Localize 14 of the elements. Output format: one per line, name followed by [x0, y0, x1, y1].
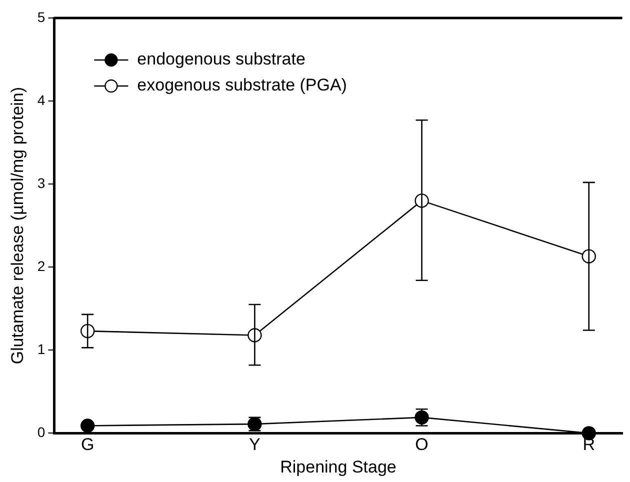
y-tick-label: 1 [37, 341, 46, 358]
y-tick-label: 3 [37, 174, 46, 191]
y-tick-label: 2 [37, 258, 46, 274]
y-tick-label: 5 [37, 8, 46, 25]
x-axis-title: Ripening Stage [280, 457, 396, 476]
y-tick-label: 4 [37, 92, 46, 108]
point [80, 418, 95, 433]
x-tick-label: Y [249, 435, 260, 454]
x-tick-label: G [80, 435, 94, 454]
y-tick-label: 0 [37, 424, 46, 440]
x-tick-label: O [415, 435, 428, 454]
legend-label: exogenous substrate (PGA) [137, 76, 347, 95]
y-axis-title: Glutamate release (µmol/mg protein) [8, 87, 27, 364]
legend-label: endogenous substrate [137, 50, 306, 69]
